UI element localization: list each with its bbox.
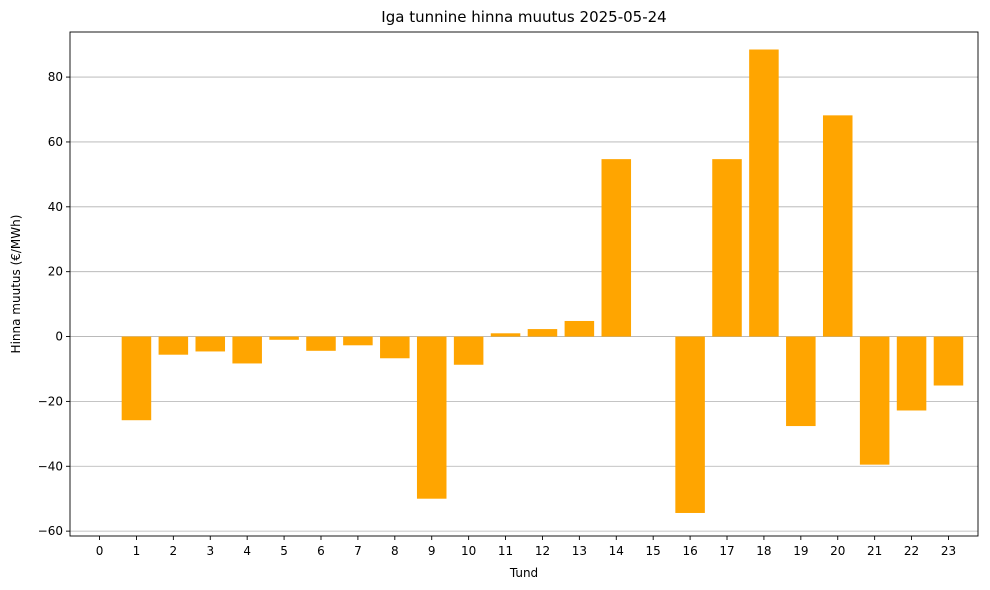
bar-hour-9	[416, 336, 447, 499]
y-axis-ticks: −60 −40 −20 0 20 40 60 80	[38, 70, 70, 538]
y-tick-label: −20	[38, 394, 63, 408]
x-tick-label: 1	[133, 544, 141, 558]
y-tick-label: 80	[48, 70, 63, 84]
plot-frame	[69, 31, 979, 537]
x-tick-label: 4	[243, 544, 251, 558]
bar-hour-16	[675, 336, 705, 513]
y-tick-label: 60	[48, 135, 63, 149]
bar-hour-7	[343, 336, 373, 346]
bar-hour-11	[490, 333, 521, 337]
y-axis-label: Hinna muutus (€/MWh)	[9, 215, 23, 354]
x-tick-label: 13	[572, 544, 587, 558]
bar-hour-17	[712, 159, 742, 337]
x-tick-label: 7	[354, 544, 362, 558]
x-tick-label: 14	[609, 544, 624, 558]
bar-hour-19	[786, 336, 816, 427]
y-tick-label: −40	[38, 459, 63, 473]
x-tick-label: 17	[719, 544, 734, 558]
bar-hour-5	[269, 336, 299, 340]
y-tick-label: 0	[55, 330, 63, 344]
x-tick-label: 8	[391, 544, 399, 558]
x-tick-label: 15	[646, 544, 661, 558]
x-axis-label: Tund	[509, 566, 538, 580]
bar-hour-14	[601, 159, 632, 337]
x-tick-label: 16	[682, 544, 697, 558]
chart-title: Iga tunnine hinna muutus 2025-05-24	[381, 8, 666, 26]
bars	[121, 49, 964, 513]
x-tick-label: 5	[280, 544, 288, 558]
y-tick-label: 20	[48, 265, 63, 279]
y-tick-label: 40	[48, 200, 63, 214]
x-tick-label: 20	[830, 544, 845, 558]
bar-hour-6	[306, 336, 336, 351]
x-tick-label: 23	[941, 544, 956, 558]
x-axis-ticks: 0 1 2 3 4 5 6 7 8 9 10 11 12 13 14 15 16 17 18 19 20 21 22 23	[96, 536, 956, 558]
bar-hour-3	[195, 336, 226, 352]
bar-hour-10	[453, 336, 484, 365]
bar-hour-22	[896, 336, 927, 411]
bar-hour-23	[933, 336, 964, 386]
x-tick-label: 9	[428, 544, 436, 558]
x-tick-label: 19	[793, 544, 808, 558]
bar-hour-1	[121, 336, 152, 421]
bar-hour-12	[527, 329, 558, 337]
x-tick-label: 12	[535, 544, 550, 558]
x-tick-label: 6	[317, 544, 325, 558]
x-tick-label: 10	[461, 544, 476, 558]
bar-hour-4	[232, 336, 262, 364]
bar-hour-18	[749, 49, 779, 337]
y-tick-label: −60	[38, 524, 63, 538]
x-tick-label: 21	[867, 544, 882, 558]
bar-hour-13	[564, 320, 595, 337]
bar-hour-2	[158, 336, 189, 355]
x-tick-label: 18	[756, 544, 771, 558]
x-tick-label: 11	[498, 544, 513, 558]
x-tick-label: 22	[904, 544, 919, 558]
bar-hour-21	[859, 336, 890, 465]
x-tick-label: 0	[96, 544, 104, 558]
x-tick-label: 3	[206, 544, 214, 558]
bar-hour-20	[822, 115, 853, 337]
bar-hour-8	[380, 336, 410, 359]
x-tick-label: 2	[170, 544, 178, 558]
